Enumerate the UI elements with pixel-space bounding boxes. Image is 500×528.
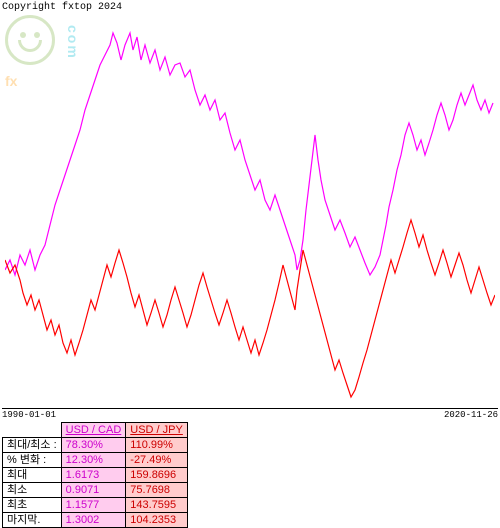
table-row: 마지막.1.3002104.2353: [3, 513, 188, 528]
table-header-row: USD / CAD USD / JPY: [3, 423, 188, 438]
row-label: % 변화 :: [3, 453, 62, 468]
row-label: 최대: [3, 468, 62, 483]
series-line: [5, 220, 495, 397]
table-row: % 변화 :12.30%-27.49%: [3, 453, 188, 468]
jpy-header[interactable]: USD / JPY: [126, 423, 188, 438]
end-date: 2020-11-26: [444, 410, 498, 420]
cad-value: 78.30%: [61, 438, 126, 453]
table-row: 최소0.907175.7698: [3, 483, 188, 498]
row-label: 최소: [3, 483, 62, 498]
cad-header[interactable]: USD / CAD: [61, 423, 126, 438]
cad-value: 0.9071: [61, 483, 126, 498]
start-date: 1990-01-01: [2, 410, 56, 420]
row-label: 최대/최소 :: [3, 438, 62, 453]
copyright-text: Copyright fxtop 2024: [2, 2, 122, 13]
jpy-value: -27.49%: [126, 453, 188, 468]
jpy-value: 75.7698: [126, 483, 188, 498]
row-label: 마지막.: [3, 513, 62, 528]
series-line: [5, 33, 493, 275]
jpy-value: 104.2353: [126, 513, 188, 528]
date-axis: [2, 408, 498, 409]
cad-value: 1.3002: [61, 513, 126, 528]
cad-value: 1.6173: [61, 468, 126, 483]
table-row: 최대1.6173159.8696: [3, 468, 188, 483]
statistics-table: USD / CAD USD / JPY 최대/최소 :78.30%110.99%…: [2, 422, 188, 528]
currency-chart: [5, 15, 495, 410]
table-row: 최대/최소 :78.30%110.99%: [3, 438, 188, 453]
jpy-value: 159.8696: [126, 468, 188, 483]
cad-value: 12.30%: [61, 453, 126, 468]
jpy-value: 110.99%: [126, 438, 188, 453]
